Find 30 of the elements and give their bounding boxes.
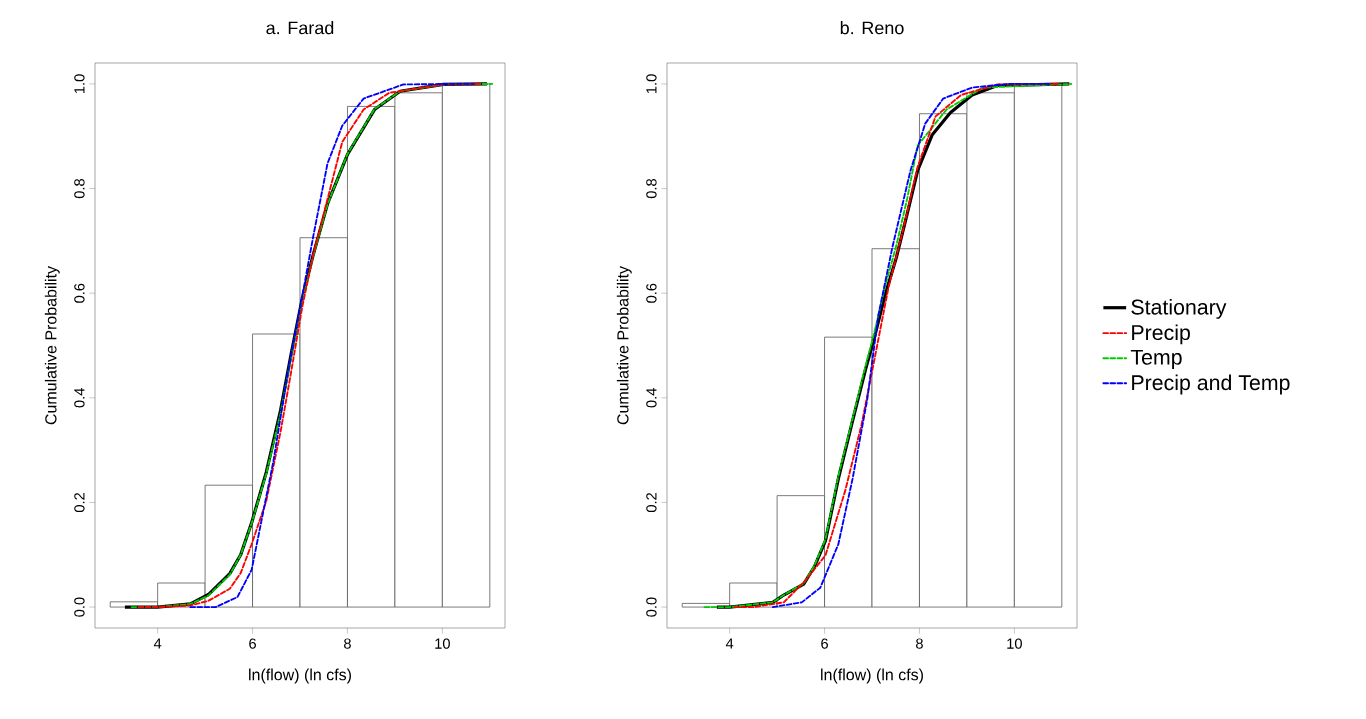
y-tick-label: 0.6 <box>646 283 657 303</box>
x-axis-title: ln(flow) (ln cfs) <box>821 668 923 684</box>
legend-label: Stationary <box>1131 298 1227 319</box>
x-tick-label: 8 <box>916 638 923 649</box>
y-tick-label: 1.0 <box>646 74 657 94</box>
y-tick-label: 0.4 <box>646 388 657 408</box>
y-tick-label: 0.6 <box>74 283 85 303</box>
legend-label: Temp <box>1130 349 1182 369</box>
y-tick-label: 0.8 <box>74 179 85 199</box>
y-tick-label: 0.4 <box>74 388 85 408</box>
y-tick-label: 0.8 <box>646 179 657 199</box>
y-tick-label: 0.2 <box>74 492 85 513</box>
x-tick-label: 6 <box>821 638 828 649</box>
y-tick-label: 0.0 <box>74 597 85 617</box>
y-tick-label: 1.0 <box>74 74 85 94</box>
legend-label: Precip <box>1132 324 1190 345</box>
y-tick-label: 0.2 <box>646 492 657 513</box>
legend-label: Precip and Temp <box>1132 374 1290 395</box>
x-tick-label: 4 <box>153 638 162 649</box>
y-axis-title: Cumulative Probability <box>44 265 60 425</box>
y-tick-label: 0.0 <box>646 597 657 617</box>
x-tick-label: 6 <box>249 638 256 649</box>
x-axis-title: ln(flow) (ln cfs) <box>249 668 351 684</box>
x-tick-label: 8 <box>344 638 351 649</box>
x-tick-label: 4 <box>725 638 734 649</box>
y-axis-title: Cumulative Probability <box>616 265 632 425</box>
chart-title: a. Farad <box>266 21 334 35</box>
x-tick-label: 10 <box>435 638 450 649</box>
x-tick-label: 10 <box>1007 638 1022 649</box>
chart-title: b. Reno <box>840 21 904 35</box>
